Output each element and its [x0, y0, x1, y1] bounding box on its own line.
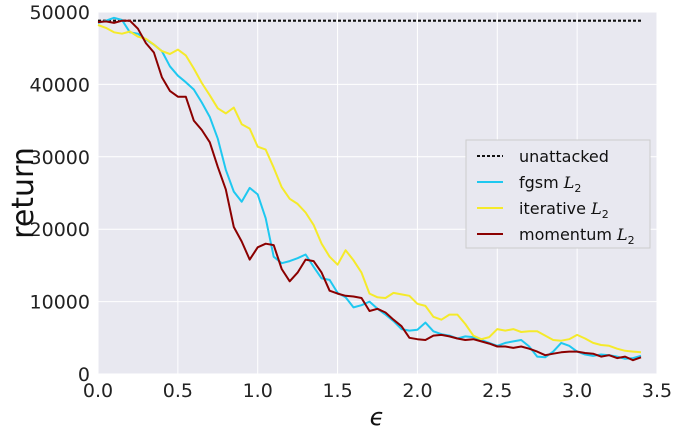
legend-label: unattacked	[519, 147, 609, 166]
y-tick-label: 40000	[30, 74, 90, 96]
legend: unattacked fgsm L2 iterative L2 momentum L2	[465, 139, 651, 249]
y-tick-label: 50000	[30, 2, 90, 24]
series-line-2	[97, 24, 642, 354]
y-tick-label: 0	[78, 364, 90, 386]
x-tick-label: 1.0	[243, 380, 273, 402]
x-tick-label: 0.5	[163, 380, 193, 402]
legend-label: iterative L2	[519, 199, 609, 221]
x-tick-label: 2.0	[402, 380, 432, 402]
y-tick-label: 30000	[30, 147, 90, 169]
x-tick-label: 1.5	[322, 380, 352, 402]
series-line-3	[97, 19, 642, 362]
x-tick-label: 3.0	[562, 380, 592, 402]
y-tick-label: 10000	[30, 292, 90, 314]
series-lines	[97, 16, 642, 362]
y-axis-title: return	[6, 147, 41, 239]
x-axis-title: ϵ	[370, 403, 385, 431]
x-tick-label: 0.0	[83, 380, 113, 402]
legend-label: momentum L2	[519, 225, 635, 247]
x-tick-labels: 0.0 0.5 1.0 1.5 2.0 2.5 3.0 3.5	[83, 380, 672, 402]
x-tick-label: 3.5	[642, 380, 672, 402]
legend-label: fgsm L2	[519, 173, 581, 195]
legend-box	[465, 139, 651, 249]
y-tick-label: 20000	[30, 219, 90, 241]
x-tick-label: 2.5	[482, 380, 512, 402]
y-tick-labels: 0 10000 20000 30000 40000 50000	[30, 2, 90, 386]
